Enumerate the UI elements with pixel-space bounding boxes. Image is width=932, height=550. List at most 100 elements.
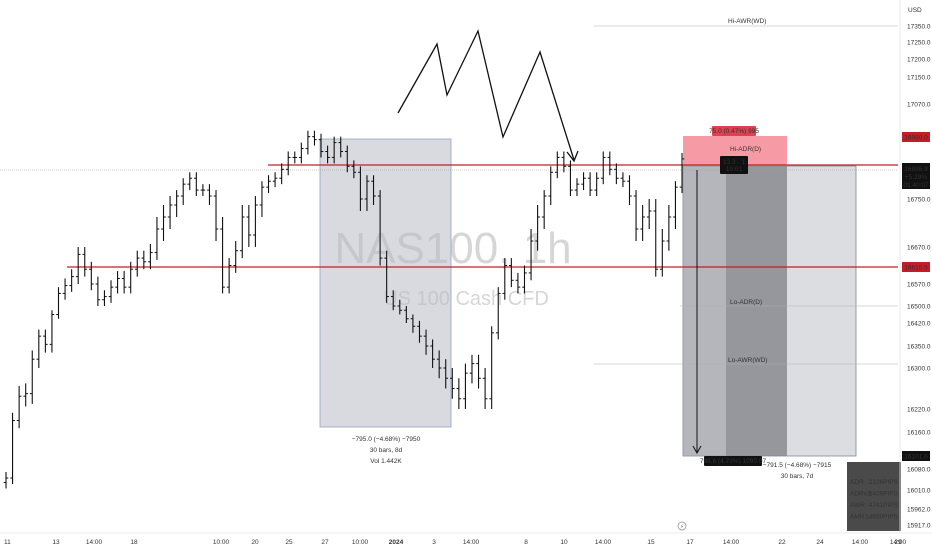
time-tick-label: 8 [524, 539, 528, 546]
price-tick-label: 16750.0 [907, 197, 931, 204]
ohlc-bar [548, 166, 554, 205]
time-tick-label: 27 [321, 539, 329, 546]
stats-row-value: 6409PIPS [869, 491, 899, 498]
time-tick-label: 13 [52, 539, 60, 546]
ohlc-bar [666, 205, 672, 251]
time-axis[interactable]: 11 13 14:00 18 10:00 20 25 27 10:00 2024 3 14:00 8 10… [4, 539, 907, 546]
projection-zigzag[interactable] [397, 29, 575, 161]
ohlc-bar [561, 151, 567, 173]
ohlc-bar [371, 175, 376, 205]
currency-label: USD [908, 7, 922, 14]
ohlc-bar [23, 383, 28, 407]
price-tick-label: 16160.0 [907, 430, 931, 437]
ohlc-bar [43, 329, 48, 353]
risk-label: 75.0 (0.47%) 995 [709, 128, 759, 135]
ohlc-bar [390, 290, 396, 311]
ohlc-bar [443, 359, 449, 389]
range1-line3: Vol 1.442K [370, 458, 402, 465]
price-axis[interactable]: 17350.0 17250.0 17200.0 17150.0 17070.0 16750… [907, 24, 931, 530]
ohlc-bar [299, 142, 304, 164]
price-tick-label: 16350.0 [907, 344, 931, 351]
lo-adr-label: Lo-ADR(D) [730, 299, 762, 306]
target-zone-inner[interactable] [726, 166, 787, 456]
ohlc-bar [482, 368, 488, 409]
ohlc-bar [364, 175, 370, 211]
ohlc-bar [161, 205, 166, 241]
ohlc-bar [331, 136, 337, 164]
ohlc-bar [404, 306, 409, 323]
countdown: 01:40:07 [903, 182, 929, 189]
ohlc-bar [318, 133, 324, 158]
lightning-icon[interactable] [677, 521, 687, 531]
ohlc-bar [194, 172, 199, 197]
ohlc-bar [62, 278, 68, 300]
ohlc-bar [555, 151, 560, 179]
ohlc-bar [410, 314, 416, 333]
price-tick-label: 16570.0 [907, 282, 931, 289]
lo-awr-label: Lo-AWR(WD) [728, 357, 767, 364]
price-tick-label: 15917.0 [907, 523, 931, 530]
hi-adr-label: Hi-ADR(D) [730, 146, 761, 153]
price-tick-label: 16010.0 [907, 488, 931, 495]
red-top-badge [902, 132, 930, 142]
ohlc-bar [463, 363, 468, 409]
range2-line2: 30 bars, 7d [781, 473, 814, 480]
ohlc-bar [325, 145, 330, 164]
current-price-badge [902, 163, 930, 189]
ohlc-bar [633, 190, 639, 241]
date-range-box-1[interactable] [319, 138, 452, 428]
ohlc-bar [233, 241, 239, 273]
ohlc-bar [207, 184, 212, 205]
red-mid-badge [902, 262, 930, 272]
ohlc-bar [134, 250, 140, 277]
ohlc-bar [351, 160, 357, 179]
time-tick-label: 3 [432, 539, 436, 546]
ohlc-bar [600, 151, 606, 185]
entry-label-bg [720, 156, 748, 174]
price-tick-label: 17200.0 [907, 57, 931, 64]
ohlc-bar [653, 199, 659, 277]
entry-label-2: 10.01 [726, 166, 743, 173]
ohlc-bar [141, 250, 147, 270]
bottom-gray-badge [902, 451, 930, 461]
time-tick-label: 17 [686, 539, 694, 546]
ohlc-bars [3, 130, 685, 489]
ohlc-bar [220, 217, 225, 294]
ohlc-bar [279, 163, 284, 185]
ohlc-bar [338, 136, 344, 158]
ohlc-bar [239, 205, 245, 259]
ohlc-bar [574, 178, 580, 197]
ohlc-bar [246, 205, 252, 247]
range1-line1: −795.0 (−4.68%) −7950 [352, 436, 421, 443]
ohlc-bar [167, 196, 173, 229]
price-tick-label: 17070.0 [907, 102, 931, 109]
current-change: +5.29% [905, 174, 927, 181]
ohlc-bar [292, 151, 298, 164]
ohlc-bar [226, 258, 232, 294]
ohlc-bar [200, 184, 206, 197]
stats-row-value: 4741PIPS [869, 502, 899, 509]
time-tick-label: 11 [4, 539, 11, 546]
red-mid-price: 16615.5 [904, 265, 928, 272]
ohlc-bar [489, 326, 494, 409]
ohlc-bar [305, 130, 311, 155]
ohlc-bar [358, 166, 363, 211]
ohlc-bar [29, 350, 35, 404]
ohlc-bar [180, 178, 186, 205]
ohlc-bar [541, 190, 547, 229]
ohlc-bar [56, 287, 61, 319]
ohlc-bar [673, 181, 678, 229]
ohlc-bar [436, 350, 442, 379]
price-tick-label: 16500.0 [907, 304, 931, 311]
projection-arrowhead [566, 150, 579, 163]
ohlc-bar [10, 412, 15, 484]
ohlc-bar [640, 205, 645, 241]
ohlc-bar [174, 190, 179, 217]
stats-row-label: AWR [850, 502, 865, 509]
ohlc-bar [69, 269, 74, 292]
ohlc-bar [75, 247, 81, 284]
stats-row-label: ADR [850, 479, 864, 486]
ohlc-bar [509, 258, 514, 288]
